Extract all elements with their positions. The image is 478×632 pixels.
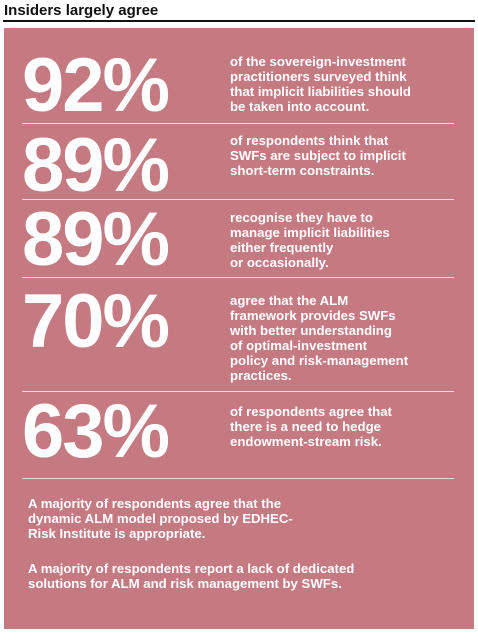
title-underline (3, 20, 475, 22)
infographic-title: Insiders largely agree (4, 2, 159, 19)
stats-panel (4, 28, 474, 629)
stat-divider-5 (22, 478, 454, 479)
footer-statement-1: A majority of respondents agree that the… (28, 496, 293, 541)
stat-percentage-2: 89% (22, 123, 170, 208)
stat-percentage-1: 92% (22, 43, 170, 128)
stat-divider-1 (22, 123, 454, 124)
stat-description-2: of respondents think that SWFs are subje… (230, 133, 406, 178)
stat-description-4: agree that the ALM framework provides SW… (230, 293, 409, 383)
stat-percentage-3: 89% (22, 197, 170, 282)
stat-divider-4 (22, 391, 454, 392)
stat-divider-2 (22, 199, 454, 200)
stat-percentage-5: 63% (22, 389, 170, 474)
footer-statement-2: A majority of respondents report a lack … (28, 561, 355, 591)
stat-percentage-4: 70% (22, 279, 170, 364)
stat-description-1: of the sovereign-investment practitioner… (230, 54, 411, 114)
stat-description-5: of respondents agree that there is a nee… (230, 404, 392, 449)
stat-description-3: recognise they have to manage implicit l… (230, 210, 390, 270)
stat-divider-3 (22, 277, 454, 278)
